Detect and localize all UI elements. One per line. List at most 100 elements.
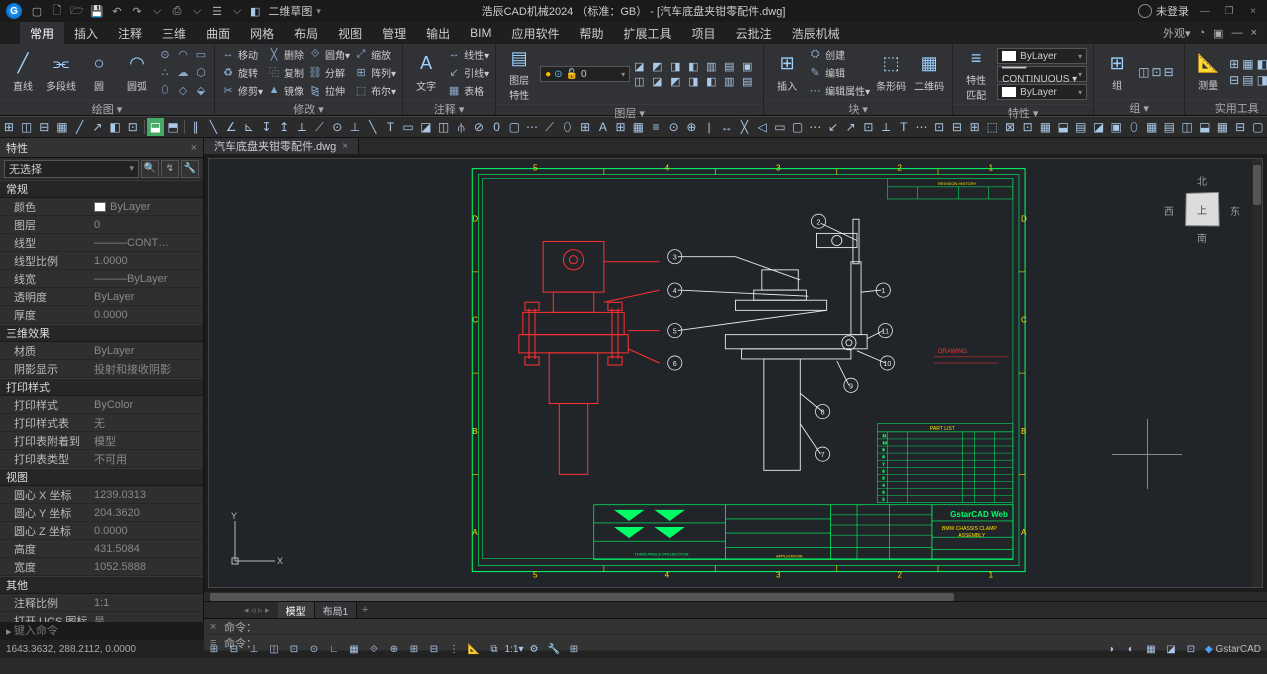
layer-icon[interactable]: ▥ xyxy=(724,75,739,88)
prop-row[interactable]: 注释比例1:1 xyxy=(0,594,203,612)
toolbar-icon[interactable]: T xyxy=(895,118,913,136)
ribbon-big-button[interactable]: ⬚条形码 xyxy=(874,52,908,93)
view-cube-west[interactable]: 西 xyxy=(1164,203,1174,218)
status-right-icon[interactable]: ◑ xyxy=(1103,642,1119,656)
view-cube[interactable]: 上 北 南 东 西 xyxy=(1172,179,1232,239)
add-layout-button[interactable]: + xyxy=(357,604,373,616)
prop-group-header[interactable]: 视图 xyxy=(0,468,203,486)
qat-icon-3[interactable]: 💾 xyxy=(90,4,104,18)
prop-value[interactable]: 不可用 xyxy=(90,451,203,467)
prop-row[interactable]: 厚度0.0000 xyxy=(0,306,203,324)
status-right-icon[interactable]: ▦ xyxy=(1143,642,1159,656)
layer-icon[interactable]: ◩ xyxy=(652,60,667,73)
ribbon-icon[interactable]: ◧ xyxy=(1257,57,1267,71)
prop-row[interactable]: 圆心 X 坐标1239.0313 xyxy=(0,486,203,504)
toolbar-icon[interactable]: T xyxy=(382,118,400,136)
toolbar-icon[interactable]: ◫ xyxy=(435,118,453,136)
toolbar-icon[interactable]: ⊕ xyxy=(683,118,701,136)
ribbon-tab[interactable]: BIM xyxy=(460,22,501,44)
status-icon[interactable]: ∟ xyxy=(326,642,342,656)
prop-value[interactable]: 1:1 xyxy=(90,597,203,609)
toolbar-icon[interactable]: ⫛ xyxy=(452,118,470,136)
status-icon[interactable]: ⊕ xyxy=(386,642,402,656)
toolbar-icon[interactable]: ◁ xyxy=(753,118,771,136)
toolbar-icon[interactable]: ⬓ xyxy=(1054,118,1072,136)
prop-row[interactable]: 圆心 Z 坐标0.0000 xyxy=(0,522,203,540)
ribbon-panel-label[interactable]: 块 ▾ xyxy=(764,100,952,116)
toolbar-icon[interactable]: ⊡ xyxy=(860,118,878,136)
prop-row[interactable]: 高度431.5084 xyxy=(0,540,203,558)
ribbon-tab[interactable]: 扩展工具 xyxy=(614,22,682,44)
ribbon-tab[interactable]: 视图 xyxy=(328,22,372,44)
prop-row[interactable]: 材质ByLayer xyxy=(0,342,203,360)
prop-value[interactable]: 是 xyxy=(90,613,203,623)
layer-icon[interactable]: ◨ xyxy=(670,60,685,73)
ribbon-icon[interactable]: ▦ xyxy=(1242,57,1253,71)
ribbon-small-button[interactable]: ⬚布尔▾ xyxy=(354,82,396,98)
toolbar-icon[interactable]: ⊙ xyxy=(328,118,346,136)
prop-value[interactable]: 1.0000 xyxy=(90,255,203,267)
ribbon-tab[interactable]: 云批注 xyxy=(726,22,782,44)
prop-value[interactable]: 无 xyxy=(90,415,203,431)
status-icon[interactable]: 1:1▾ xyxy=(506,642,522,656)
qat-icon-7[interactable]: ⎙ xyxy=(170,4,184,18)
ribbon-small-button[interactable]: ↙引线▾ xyxy=(447,64,489,80)
status-icon[interactable]: ⊟ xyxy=(226,642,242,656)
toolbar-icon[interactable]: 0 xyxy=(488,118,506,136)
tabsrow-right-icon[interactable]: × xyxy=(1251,27,1257,39)
ribbon-tab[interactable]: 布局 xyxy=(284,22,328,44)
ribbon-big-button[interactable]: ≡特性匹配 xyxy=(959,46,993,102)
status-right-icon[interactable]: ◪ xyxy=(1163,642,1179,656)
ribbon-small-button[interactable]: ↔移动 xyxy=(221,46,263,62)
workspace-dropdown-icon[interactable]: ▾ xyxy=(316,6,321,17)
layer-icon[interactable]: ▣ xyxy=(742,60,757,73)
toolbar-icon[interactable]: ⊘ xyxy=(470,118,488,136)
ribbon-big-button[interactable]: ⫘多段线 xyxy=(44,52,78,93)
ribbon-small-button[interactable]: ⬯ xyxy=(158,82,172,98)
app-logo[interactable]: G xyxy=(6,3,22,19)
prop-value[interactable]: ByLayer xyxy=(90,345,203,357)
status-icon[interactable]: ▦ xyxy=(346,642,362,656)
ribbon-small-button[interactable]: ⧎拉伸 xyxy=(308,82,350,98)
toolbar-icon[interactable]: ▭ xyxy=(399,118,417,136)
view-cube-face[interactable]: 上 xyxy=(1185,192,1220,227)
toolbar-icon[interactable]: ⊞ xyxy=(0,118,18,136)
prop-row[interactable]: 线型———CONT… xyxy=(0,234,203,252)
ribbon-icon[interactable]: ⊟ xyxy=(1229,73,1239,87)
status-icon[interactable]: ⊡ xyxy=(286,642,302,656)
ribbon-small-button[interactable]: ◠ xyxy=(176,46,190,62)
ribbon-combo[interactable]: ByLayer▾ xyxy=(997,48,1087,64)
prop-row[interactable]: 圆心 Y 坐标204.3620 xyxy=(0,504,203,522)
layer-icon[interactable]: ▤ xyxy=(724,60,739,73)
status-icon[interactable]: ⊟ xyxy=(426,642,442,656)
status-icon[interactable]: ⊞ xyxy=(206,642,222,656)
toolbar-icon[interactable]: ◪ xyxy=(1090,118,1108,136)
status-icon[interactable]: ⧉ xyxy=(486,642,502,656)
qat-icon-2[interactable]: 🗁 xyxy=(70,4,84,18)
prop-value[interactable]: 0 xyxy=(90,219,203,231)
toolbar-icon[interactable]: ⬯ xyxy=(559,118,577,136)
workspace-icon[interactable]: ◧ xyxy=(250,5,260,18)
toolbar-icon[interactable]: ↧ xyxy=(258,118,276,136)
layer-icon[interactable]: ▤ xyxy=(742,75,757,88)
toolbar-icon[interactable]: ⊡ xyxy=(930,118,948,136)
ribbon-panel-label[interactable]: 实用工具 xyxy=(1185,99,1267,115)
toolbar-icon[interactable]: ⟋ xyxy=(541,118,559,136)
status-icon[interactable]: ⊥ xyxy=(246,642,262,656)
layer-icon[interactable]: ◪ xyxy=(634,60,649,73)
prop-value[interactable]: 投射和接收阴影 xyxy=(90,361,203,377)
ribbon-icon[interactable]: ◨ xyxy=(1257,73,1267,87)
qat-icon-9[interactable]: ☰ xyxy=(210,4,224,18)
ribbon-tab[interactable]: 输出 xyxy=(416,22,460,44)
ribbon-small-button[interactable]: ⋯编辑属性▾ xyxy=(808,82,870,98)
prop-row[interactable]: 阴影显示投射和接收阴影 xyxy=(0,360,203,378)
toolbar-icon[interactable]: ⬓ xyxy=(1196,118,1214,136)
ribbon-tab[interactable]: 帮助 xyxy=(570,22,614,44)
status-right-icon[interactable]: ◐ xyxy=(1123,642,1139,656)
toolbar-icon[interactable]: ⊙ xyxy=(665,118,683,136)
prop-value[interactable]: 1239.0313 xyxy=(90,489,203,501)
toolbar-icon[interactable]: ⊟ xyxy=(35,118,53,136)
toolbar-icon[interactable]: ▢ xyxy=(1249,118,1267,136)
toolbar-icon[interactable]: A xyxy=(594,118,612,136)
ribbon-small-button[interactable]: ↔线性▾ xyxy=(447,46,489,62)
